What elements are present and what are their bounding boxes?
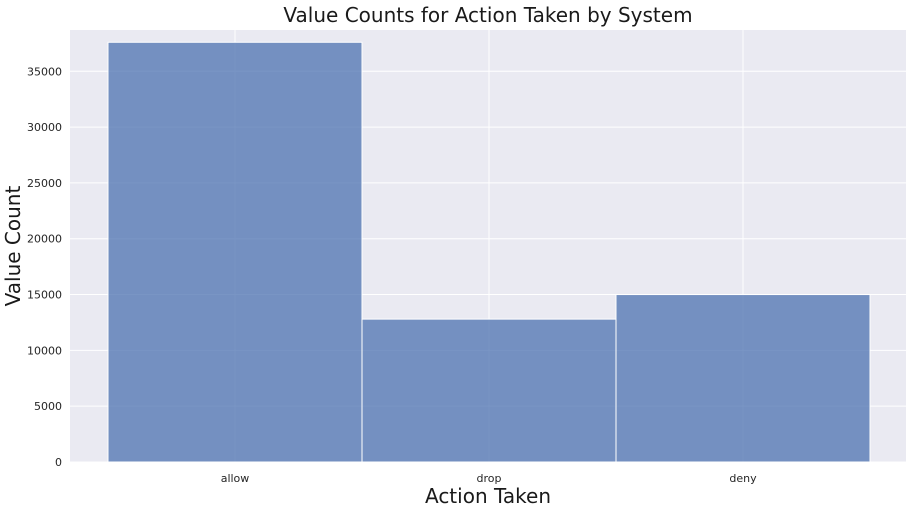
chart-title: Value Counts for Action Taken by System	[283, 3, 692, 27]
bar-deny	[615, 294, 871, 463]
y-tick-label: 5000	[34, 400, 62, 413]
x-tick-label: deny	[729, 472, 757, 485]
y-tick-label: 10000	[27, 344, 62, 357]
x-axis-label: Action Taken	[425, 484, 551, 508]
y-tick-label: 15000	[27, 289, 62, 302]
y-tick-label: 0	[55, 456, 62, 469]
y-axis-label: Value Count	[1, 186, 25, 307]
y-tick-label: 35000	[27, 65, 62, 78]
y-tick-label: 25000	[27, 177, 62, 190]
x-tick-label: drop	[477, 472, 502, 485]
bars	[107, 41, 871, 463]
y-tick-label: 30000	[27, 121, 62, 134]
y-tick-labels: 0 5000 10000 15000 20000 25000 30000 35000	[27, 65, 62, 469]
x-tick-labels: allow drop deny	[221, 472, 757, 485]
bar-drop	[361, 318, 617, 463]
bar-allow	[107, 41, 363, 463]
y-tick-label: 20000	[27, 233, 62, 246]
x-tick-label: allow	[221, 472, 250, 485]
